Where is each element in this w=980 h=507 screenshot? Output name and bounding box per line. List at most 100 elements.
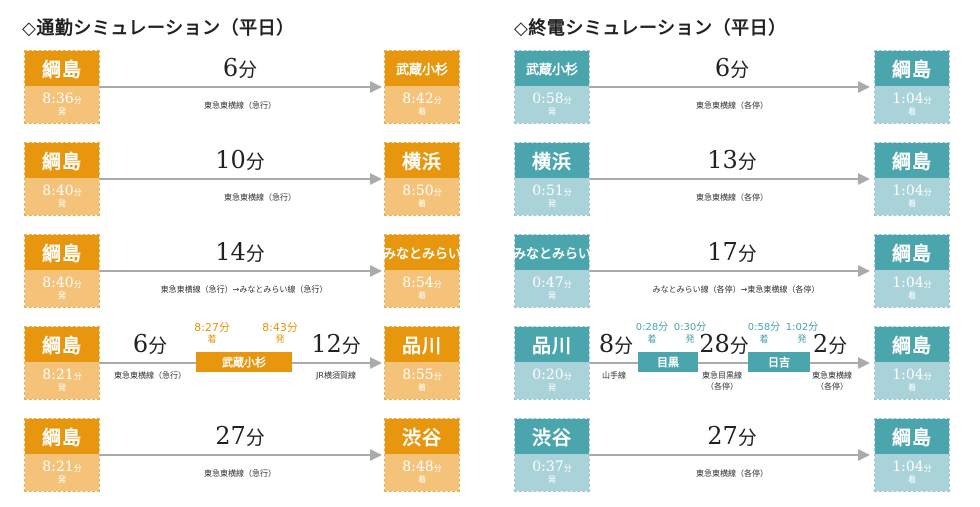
arrival-time: 8:54 [402,275,434,291]
last-train-section-title: ◇終電シミュレーション（平日） [514,18,787,39]
rail-line-label: 東急東横線（急行）→みなとみらい線（急行） [160,285,328,294]
origin-station-card: 横浜 0:51分発 [514,142,590,216]
destination-station-card: 綱島 1:04分着 [874,50,950,124]
commute-section-title: ◇通勤シミュレーション（平日） [22,18,295,39]
duration-unit: 分 [245,427,265,449]
time-unit: 分 [73,280,82,289]
destination-station-card: 品川 8:55分着 [384,326,460,400]
line-name: 東急目黒線 [702,371,742,380]
arrival-suffix: 着 [908,383,916,392]
station-name: 品川 [515,327,589,362]
arrival-suffix: 着 [418,475,426,484]
departure-time: 8:21 [42,367,74,383]
rail-line-label: 東急東横線（各停） [812,370,852,392]
time-suffix: 発 [275,335,285,345]
departure-time: 0:58 [532,91,564,107]
travel-duration: 14分 [215,238,265,266]
station-name: 横浜 [515,143,589,178]
arrival-time: 1:04 [892,91,924,107]
arrival-suffix: 着 [418,199,426,208]
travel-duration: 17分 [707,238,757,266]
station-name: 渋谷 [385,419,459,454]
departure-time: 0:47 [532,275,564,291]
rail-line-label: 山手線 [602,371,626,380]
arrival-time: 8:50 [402,183,434,199]
origin-station-card: 綱島 8:40分発 [24,142,100,216]
transfer-station-box: 武蔵小杉 [196,352,292,372]
departure-time: 8:21 [42,459,74,475]
duration-unit: 分 [148,335,168,357]
last-train-row-transfer: 品川 0:20分発 8分 山手線 0:28分着 0:30分発 目黒 28分 東急… [0,322,980,400]
rail-line-label: みなとみらい線（各停）→東急東横線（各停） [652,285,820,294]
route-arrow [100,265,382,277]
destination-station-card: 武蔵小杉 8:42分着 [384,50,460,124]
departure-time: 8:40 [42,183,74,199]
destination-station-card: 綱島 1:04分着 [874,234,950,308]
duration-unit: 分 [737,427,757,449]
time-suffix: 着 [207,335,217,345]
rail-line-label: 東急東横線（各停） [696,469,768,478]
duration-value: 27 [215,422,246,450]
origin-station-card: 綱島 8:21分発 [24,418,100,492]
arrival-suffix: 着 [908,199,916,208]
time-unit: 分 [923,464,932,473]
station-name: みなとみらい [513,235,591,270]
travel-duration: 10分 [215,146,265,174]
duration-unit: 分 [730,59,750,81]
destination-station-card: みなとみらい 8:54分着 [383,234,461,308]
segment-duration: 2分 [813,330,847,358]
time-suffix: 発 [797,335,807,345]
rail-line-label: JR横須賀線 [316,371,356,380]
duration-unit: 分 [238,59,258,81]
travel-duration: 27分 [707,422,757,450]
station-name: 綱島 [25,51,99,86]
rail-line-label: 東急東横線（急行） [224,193,296,202]
time-suffix: 着 [647,335,657,345]
station-name: 綱島 [875,327,949,362]
time-unit: 分 [923,96,932,105]
duration-unit: 分 [737,243,757,265]
arrival-time: 1:04 [892,275,924,291]
time-unit: 分 [923,188,932,197]
last-train-row: 渋谷 0:37分発 27分 東急東横線（各停） 綱島 1:04分着 [0,418,980,492]
station-name: 横浜 [385,143,459,178]
rail-line-label: 東急東横線（急行） [204,101,276,110]
travel-duration: 13分 [707,146,757,174]
departure-suffix: 発 [58,475,66,484]
rail-line-label: 東急東横線（急行） [114,371,186,380]
segment-duration: 12分 [311,330,361,358]
arrival-time: 1:04 [892,367,924,383]
departure-suffix: 発 [548,475,556,484]
destination-station-card: 横浜 8:50分着 [384,142,460,216]
duration-value: 17 [707,238,738,266]
origin-station-card: 品川 0:20分発 [514,326,590,400]
time-value: 0:58分 [747,322,781,333]
commute-row: 綱島 8:40分発 10分 東急東横線（急行） 横浜 8:50分着 [0,142,980,216]
segment-duration: 28分 [699,330,749,358]
duration-value: 6 [222,54,239,82]
departure-time: 8:36 [42,91,74,107]
time-unit: 分 [433,372,442,381]
destination-station-card: 綱島 1:04分着 [874,418,950,492]
time-suffix: 着 [759,335,769,345]
origin-station-card: 綱島 8:36分発 [24,50,100,124]
transfer-station-box: 目黒 [638,352,698,372]
time-unit: 分 [433,280,442,289]
departure-suffix: 発 [548,291,556,300]
arrival-time: 1:04 [892,459,924,475]
departure-suffix: 発 [58,291,66,300]
origin-station-card: 綱島 8:40分発 [24,234,100,308]
time-unit: 分 [433,188,442,197]
last-train-row: みなとみらい 0:47分発 17分 みなとみらい線（各停）→東急東横線（各停） … [0,234,980,308]
departure-suffix: 発 [58,199,66,208]
destination-station-card: 渋谷 8:48分着 [384,418,460,492]
duration-value: 8 [598,330,615,358]
duration-value: 6 [714,54,731,82]
route-arrow [590,265,870,277]
origin-station-card: 綱島 8:21分発 [24,326,100,400]
rail-line-label: 東急目黒線 （各停） [702,370,742,392]
time-unit: 分 [923,372,932,381]
travel-duration: 27分 [215,422,265,450]
departure-time: 0:51 [532,183,564,199]
arrival-suffix: 着 [418,291,426,300]
